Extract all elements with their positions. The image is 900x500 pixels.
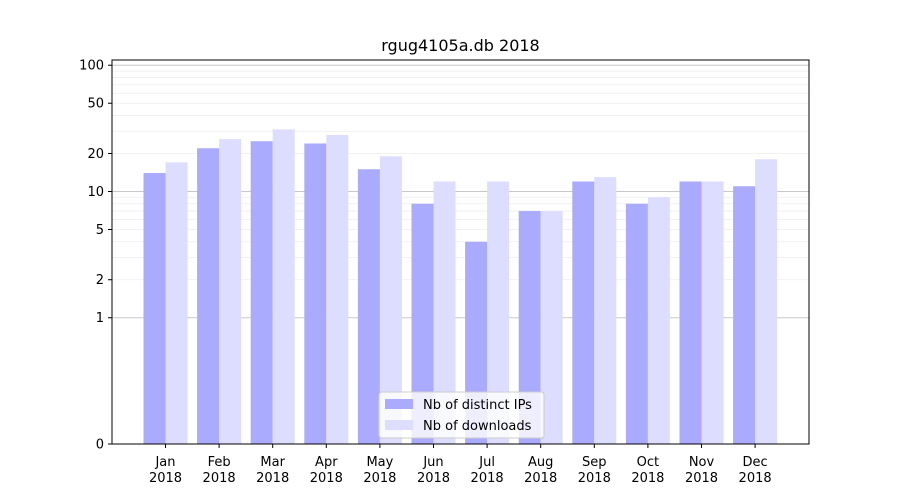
x-tick-label: Aug 2018 bbox=[524, 455, 557, 486]
y-tick-label: 5 bbox=[96, 223, 104, 238]
y-axis-ticks: 0 1 2 5 10 20 50 100 bbox=[79, 59, 112, 453]
x-tick-label: Jan 2018 bbox=[149, 455, 182, 486]
bar-distinct-ips bbox=[197, 148, 220, 444]
bar-distinct-ips bbox=[357, 169, 380, 444]
bar-downloads bbox=[433, 181, 456, 444]
bar-distinct-ips bbox=[304, 143, 327, 444]
x-tick-label: Sep 2018 bbox=[578, 455, 611, 486]
y-tick-label: 2 bbox=[96, 273, 104, 288]
bar-downloads bbox=[540, 211, 563, 444]
bar-downloads bbox=[326, 135, 349, 444]
x-tick-label: May 2018 bbox=[363, 455, 396, 486]
bar-distinct-ips bbox=[625, 203, 648, 444]
bar-distinct-ips bbox=[411, 203, 434, 444]
bar-downloads bbox=[272, 129, 295, 444]
y-tick-label: 1 bbox=[96, 311, 104, 326]
bar-downloads bbox=[755, 159, 778, 445]
y-tick-label: 0 bbox=[96, 438, 104, 453]
bar-downloads bbox=[594, 177, 617, 445]
x-tick-label: Jul 2018 bbox=[471, 455, 504, 486]
y-tick-label: 20 bbox=[87, 147, 104, 162]
bar-distinct-ips bbox=[518, 211, 541, 444]
y-tick-label: 10 bbox=[87, 185, 104, 200]
bars bbox=[143, 129, 778, 445]
x-tick-label: Feb 2018 bbox=[203, 455, 236, 486]
bar-distinct-ips bbox=[733, 186, 756, 445]
bar-downloads bbox=[647, 197, 670, 444]
legend-swatch bbox=[385, 399, 413, 409]
bar-distinct-ips bbox=[143, 173, 166, 444]
legend-swatch bbox=[385, 420, 413, 430]
legend-box bbox=[378, 391, 545, 439]
bar-downloads bbox=[219, 139, 242, 444]
x-tick-label: Nov 2018 bbox=[685, 455, 718, 486]
x-tick-label: Jun 2018 bbox=[417, 455, 450, 486]
x-tick-label: Apr 2018 bbox=[310, 455, 343, 486]
bar-downloads bbox=[701, 181, 724, 444]
bar-distinct-ips bbox=[679, 181, 702, 444]
legend-label: Nb of distinct IPs bbox=[423, 398, 532, 413]
x-axis-ticks: Jan 2018 Feb 2018 Mar 2018 Apr 2018 May 2018 Jun 20… bbox=[149, 444, 772, 486]
bar-downloads bbox=[379, 156, 402, 444]
x-tick-label: Dec 2018 bbox=[739, 455, 772, 486]
y-tick-label: 100 bbox=[79, 59, 104, 74]
legend-label: Nb of downloads bbox=[423, 419, 532, 434]
chart-title: rgug4105a.db 2018 bbox=[381, 36, 539, 55]
bar-distinct-ips bbox=[572, 181, 595, 444]
bar-downloads bbox=[165, 162, 188, 444]
bar-distinct-ips bbox=[250, 141, 273, 444]
legend: Nb of distinct IPs Nb of downloads bbox=[378, 391, 545, 439]
bar-downloads bbox=[487, 181, 510, 444]
x-tick-label: Oct 2018 bbox=[631, 455, 664, 486]
axes-frame bbox=[111, 59, 810, 445]
x-tick-label: Mar 2018 bbox=[256, 455, 289, 486]
y-tick-label: 50 bbox=[87, 97, 104, 112]
